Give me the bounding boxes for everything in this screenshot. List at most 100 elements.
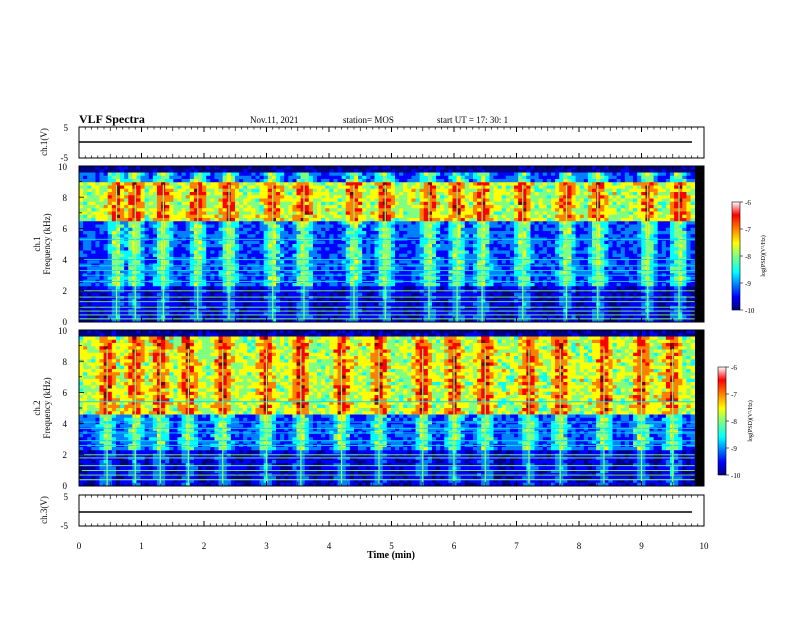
spectrogram-cell bbox=[346, 182, 351, 186]
spectrogram-cell bbox=[465, 189, 470, 193]
spectrogram-cell bbox=[448, 260, 453, 264]
spectrogram-cell bbox=[379, 179, 384, 183]
spectrogram-cell bbox=[108, 244, 113, 248]
spectrogram-cell bbox=[206, 241, 211, 245]
spectrogram-cell bbox=[87, 299, 92, 303]
spectrogram-cell bbox=[325, 290, 330, 294]
spectrogram-cell bbox=[108, 286, 113, 290]
spectrogram-cell bbox=[149, 254, 154, 258]
spectrogram-cell bbox=[399, 228, 404, 232]
spectrogram-cell bbox=[182, 208, 187, 212]
spectrogram-cell bbox=[309, 208, 314, 212]
spectrogram-cell bbox=[387, 254, 392, 258]
spectrogram-cell bbox=[83, 182, 88, 186]
spectrogram-cell bbox=[178, 299, 183, 303]
spectrogram-cell bbox=[280, 205, 285, 209]
spectrogram-cell bbox=[452, 303, 457, 307]
spectrogram-cell bbox=[227, 179, 232, 183]
spectrogram-cell bbox=[247, 208, 252, 212]
spectrogram-cell bbox=[448, 202, 453, 206]
spectrogram-cell bbox=[235, 264, 240, 268]
spectrogram-cell bbox=[120, 221, 125, 225]
spectrogram-cell bbox=[407, 257, 412, 261]
spectrogram-cell bbox=[424, 293, 429, 297]
spectrogram-cell bbox=[297, 212, 302, 216]
spectrogram-cell bbox=[108, 212, 113, 216]
spectrogram-cell bbox=[149, 228, 154, 232]
spectrogram-cell bbox=[132, 166, 137, 170]
spectrogram-cell bbox=[436, 199, 441, 203]
spectrogram-cell bbox=[284, 221, 289, 225]
spectrogram-cell bbox=[370, 264, 375, 268]
spectrogram-cell bbox=[231, 296, 236, 300]
spectrogram-cell bbox=[354, 264, 359, 268]
spectrogram-cell bbox=[338, 260, 343, 264]
spectrogram-cell bbox=[502, 212, 507, 216]
spectrogram-cell bbox=[178, 212, 183, 216]
spectrogram-cell bbox=[247, 247, 252, 251]
spectrogram-cell bbox=[395, 234, 400, 238]
spectrogram-cell bbox=[383, 176, 388, 180]
spectrogram-cell bbox=[276, 202, 281, 206]
spectrogram-cell bbox=[366, 228, 371, 232]
spectrogram-cell bbox=[264, 189, 269, 193]
spectrogram-cell bbox=[104, 254, 109, 258]
spectrogram-cell bbox=[403, 247, 408, 251]
spectrogram-cell bbox=[108, 299, 113, 303]
spectrogram-cell bbox=[173, 303, 178, 307]
spectrogram-cell bbox=[255, 251, 259, 255]
spectrogram-cell bbox=[223, 182, 228, 186]
spectrogram-cell bbox=[186, 231, 191, 235]
spectrogram-cell bbox=[182, 244, 187, 248]
spectrogram-cell bbox=[214, 283, 219, 287]
spectrogram-cell bbox=[186, 260, 191, 264]
spectrogram-cell bbox=[210, 169, 215, 173]
spectrogram-cell bbox=[178, 189, 183, 193]
spectrogram-cell bbox=[120, 296, 125, 300]
spectrogram-cell bbox=[461, 286, 466, 290]
spectrogram-cell bbox=[399, 205, 404, 209]
spectrogram-cell bbox=[141, 218, 146, 222]
spectrogram-cell bbox=[149, 169, 154, 173]
spectrogram-cell bbox=[100, 251, 105, 255]
spectrogram-cell bbox=[268, 182, 273, 186]
spectrogram-cell bbox=[264, 241, 269, 245]
spectrogram-cell bbox=[210, 199, 215, 203]
spectrogram-cell bbox=[120, 241, 125, 245]
spectrogram-cell bbox=[136, 212, 141, 216]
spectrogram-cell bbox=[432, 303, 437, 307]
spectrogram-cell bbox=[149, 199, 154, 203]
spectrogram-cell bbox=[313, 290, 318, 294]
spectrogram-cell bbox=[436, 286, 441, 290]
spectrogram-cell bbox=[329, 195, 334, 199]
spectrogram-cell bbox=[473, 166, 478, 170]
spectrogram-cell bbox=[309, 192, 314, 196]
spectrogram-cell bbox=[292, 182, 297, 186]
spectrogram-cell bbox=[79, 176, 84, 180]
spectrogram-cell bbox=[461, 192, 466, 196]
spectrogram-cell bbox=[477, 231, 482, 235]
spectrogram-cell bbox=[108, 303, 113, 307]
spectrogram-cell bbox=[498, 221, 503, 225]
spectrogram-cell bbox=[338, 176, 343, 180]
spectrogram-cell bbox=[268, 189, 273, 193]
spectrogram-cell bbox=[104, 264, 109, 268]
spectrogram-cell bbox=[366, 225, 371, 229]
spectrogram-cell bbox=[120, 179, 125, 183]
spectrogram-cell bbox=[202, 221, 207, 225]
spectrogram-cell bbox=[145, 199, 150, 203]
spectrogram-cell bbox=[239, 189, 244, 193]
spectrogram-cell bbox=[247, 228, 252, 232]
spectrogram-cell bbox=[124, 231, 128, 235]
spectrogram-cell bbox=[198, 257, 203, 261]
spectrogram-cell bbox=[469, 182, 474, 186]
spectrogram-cell bbox=[79, 173, 84, 177]
spectrogram-cell bbox=[214, 179, 219, 183]
spectrogram-cell bbox=[448, 195, 453, 199]
spectrogram-cell bbox=[329, 234, 334, 238]
spectrogram-cell bbox=[178, 179, 183, 183]
spectrogram-cell bbox=[452, 251, 457, 255]
spectrogram-cell bbox=[128, 173, 133, 177]
spectrogram-cell bbox=[239, 176, 244, 180]
spectrogram-cell bbox=[141, 205, 146, 209]
